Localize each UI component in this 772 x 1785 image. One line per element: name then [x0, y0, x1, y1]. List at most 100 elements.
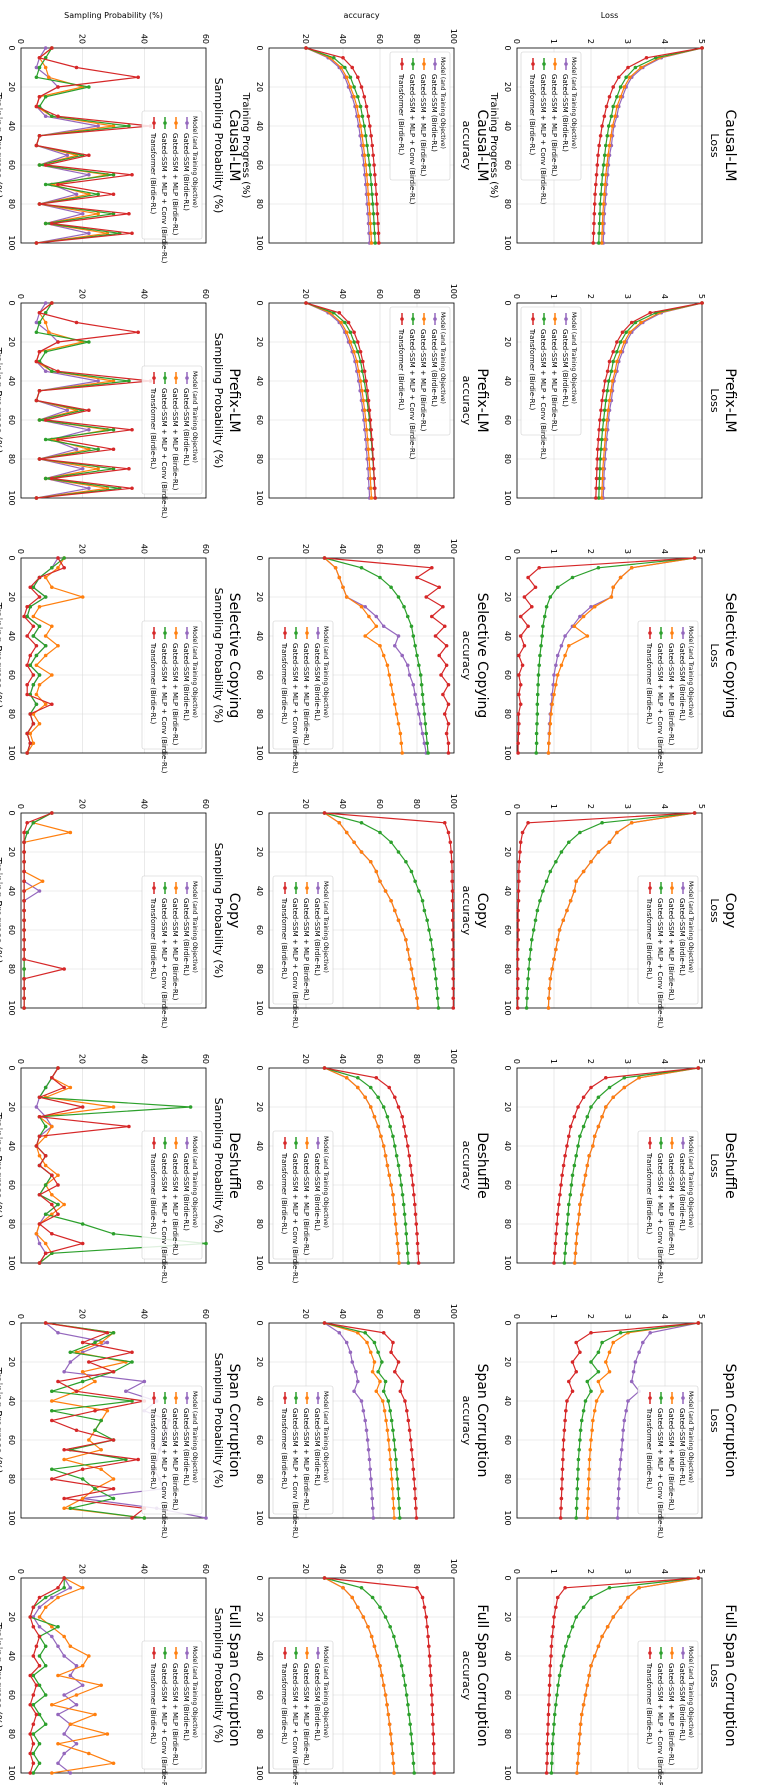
data-point	[93, 1428, 97, 1433]
data-point	[322, 1321, 327, 1325]
data-point	[361, 1615, 366, 1619]
x-tick-label: 40	[7, 1651, 16, 1661]
data-point	[516, 928, 520, 932]
data-point	[31, 1722, 36, 1727]
data-point	[367, 408, 372, 413]
legend-box	[141, 1385, 203, 1515]
data-point	[609, 369, 614, 374]
x-tick-label: 0	[255, 1575, 264, 1580]
data-point	[549, 712, 553, 716]
data-point	[602, 192, 607, 197]
data-point	[80, 1369, 85, 1374]
data-point	[368, 1085, 373, 1090]
y-tick-label: 80	[412, 799, 421, 809]
data-point	[611, 104, 615, 109]
data-point	[578, 1350, 582, 1355]
legend-title: Model (and Training Objective)	[191, 881, 198, 973]
data-point	[381, 1330, 386, 1335]
data-point	[404, 1231, 409, 1236]
data-point	[43, 1251, 48, 1256]
x-tick-label: 80	[255, 709, 264, 719]
data-point	[554, 1702, 558, 1707]
x-tick-label: 80	[7, 1474, 16, 1484]
data-point	[605, 388, 610, 393]
y-tick-label: 0	[16, 1569, 25, 1574]
data-point	[363, 133, 368, 138]
data-point	[80, 1683, 85, 1688]
data-point	[62, 1457, 66, 1462]
data-point	[599, 408, 603, 413]
data-point	[595, 447, 600, 452]
data-point	[595, 457, 600, 461]
data-point	[28, 1751, 33, 1756]
data-point	[446, 682, 451, 687]
legend-entry-label: Gated-SSM + MLP (Birdie-RL)	[171, 388, 179, 491]
data-point	[600, 476, 605, 481]
y-tick-label: 20	[301, 1309, 310, 1319]
legend-marker	[163, 1651, 167, 1655]
data-point	[376, 1124, 380, 1129]
data-point	[575, 1477, 580, 1481]
data-point	[333, 565, 338, 570]
legend-entry-label: Gated-SSM (Birdie-RL)	[678, 1153, 686, 1231]
data-point	[50, 1124, 54, 1129]
data-point	[555, 937, 560, 942]
data-point	[360, 133, 364, 138]
data-point	[343, 320, 347, 325]
y-tick-label: 5	[697, 1314, 706, 1319]
data-point	[367, 457, 371, 461]
plot-frame	[20, 557, 207, 754]
data-point	[368, 859, 373, 864]
y-tick-label: 60	[375, 544, 384, 554]
data-point	[562, 1428, 567, 1433]
data-point	[37, 1192, 42, 1197]
data-point	[406, 1702, 410, 1707]
plot-frame	[268, 302, 455, 499]
data-point	[415, 575, 419, 580]
data-point	[416, 1006, 420, 1010]
data-point	[111, 1477, 116, 1481]
legend-marker	[174, 376, 178, 380]
data-point	[40, 879, 45, 884]
data-point	[404, 1693, 409, 1697]
x-tick-label: 100	[255, 1510, 264, 1525]
data-point	[528, 947, 533, 952]
data-point	[391, 1506, 396, 1511]
x-tick-label: 60	[7, 1690, 16, 1700]
y-tick-label: 20	[78, 289, 87, 299]
data-point	[368, 476, 373, 481]
legend-box	[272, 1385, 334, 1515]
data-point	[62, 1506, 66, 1511]
legend-entry-label: Gated-SSM + MLP (Birdie-RL)	[419, 74, 427, 177]
data-point	[348, 75, 353, 80]
data-point	[37, 682, 42, 687]
data-point	[424, 1615, 429, 1619]
data-point	[451, 957, 455, 962]
data-point	[581, 1124, 586, 1129]
data-point	[583, 1173, 588, 1178]
data-point	[34, 1105, 39, 1109]
data-point	[381, 624, 386, 629]
data-point	[46, 75, 51, 80]
data-point	[516, 751, 520, 755]
data-point	[596, 850, 601, 854]
data-point	[407, 1153, 412, 1158]
data-point	[622, 1075, 627, 1080]
legend-marker	[411, 62, 415, 66]
legend-marker	[174, 886, 178, 890]
data-point	[613, 369, 617, 374]
data-point	[411, 682, 416, 687]
data-point	[37, 1595, 42, 1600]
data-point	[589, 1438, 593, 1442]
data-point	[618, 1457, 623, 1462]
y-tick-label: 40	[338, 34, 347, 44]
legend-title: Model (and Training Objective)	[570, 312, 577, 404]
data-point	[451, 976, 456, 981]
data-point	[391, 1428, 395, 1433]
data-point	[615, 104, 619, 109]
x-tick-label: 80	[503, 199, 512, 209]
data-point	[599, 437, 604, 442]
data-point	[577, 1447, 581, 1452]
